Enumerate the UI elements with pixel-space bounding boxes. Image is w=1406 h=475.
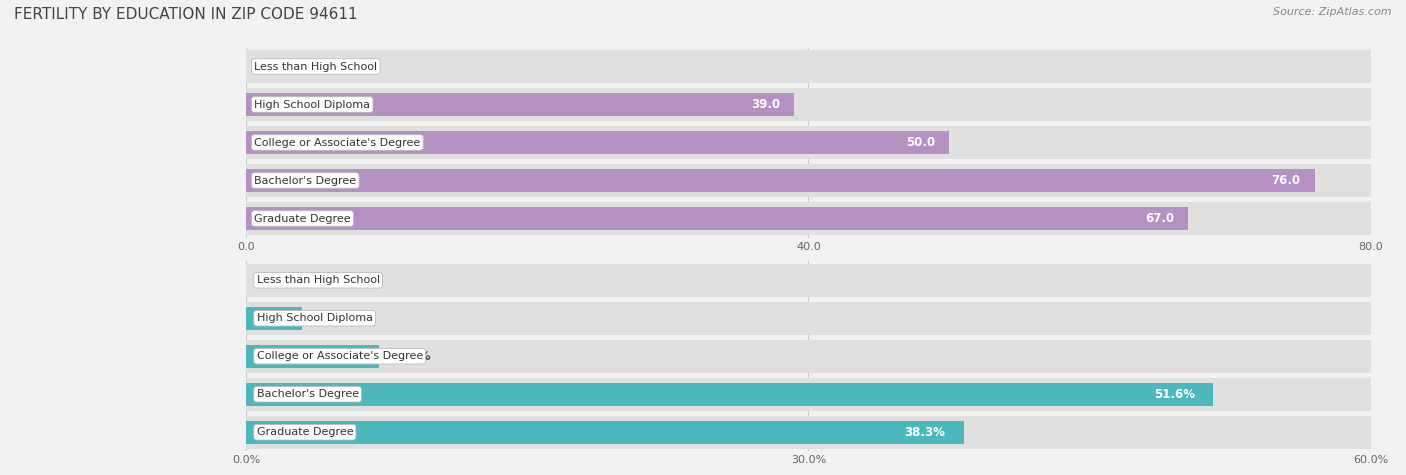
- Text: 3.0%: 3.0%: [321, 312, 354, 325]
- Text: Less than High School: Less than High School: [254, 61, 377, 72]
- Bar: [246, 383, 1213, 406]
- Bar: [246, 126, 1371, 159]
- Bar: [246, 421, 965, 444]
- Text: 7.1%: 7.1%: [398, 350, 430, 363]
- Text: 0.0: 0.0: [260, 60, 281, 73]
- Bar: [246, 164, 1371, 197]
- Text: FERTILITY BY EDUCATION IN ZIP CODE 94611: FERTILITY BY EDUCATION IN ZIP CODE 94611: [14, 7, 357, 22]
- Bar: [246, 340, 1371, 373]
- Text: Less than High School: Less than High School: [256, 275, 380, 285]
- Text: Bachelor's Degree: Bachelor's Degree: [254, 175, 356, 186]
- Text: High School Diploma: High School Diploma: [254, 99, 370, 110]
- Text: 39.0: 39.0: [751, 98, 780, 111]
- Text: 51.6%: 51.6%: [1154, 388, 1195, 401]
- Bar: [246, 207, 1188, 230]
- Text: Graduate Degree: Graduate Degree: [256, 427, 353, 437]
- Bar: [246, 416, 1371, 449]
- Bar: [246, 264, 1371, 297]
- Bar: [246, 378, 1371, 411]
- Bar: [246, 93, 794, 116]
- Text: Graduate Degree: Graduate Degree: [254, 213, 352, 224]
- Text: Source: ZipAtlas.com: Source: ZipAtlas.com: [1274, 7, 1392, 17]
- Text: 38.3%: 38.3%: [904, 426, 945, 439]
- Text: 76.0: 76.0: [1271, 174, 1301, 187]
- Text: 0.0%: 0.0%: [264, 274, 298, 287]
- Text: College or Associate's Degree: College or Associate's Degree: [256, 351, 423, 361]
- Text: College or Associate's Degree: College or Associate's Degree: [254, 137, 420, 148]
- Bar: [246, 169, 1315, 192]
- Bar: [246, 88, 1371, 121]
- Text: High School Diploma: High School Diploma: [256, 313, 373, 323]
- Bar: [246, 202, 1371, 235]
- Bar: [246, 307, 302, 330]
- Bar: [246, 345, 380, 368]
- Text: Bachelor's Degree: Bachelor's Degree: [256, 389, 359, 399]
- Bar: [246, 131, 949, 154]
- Bar: [246, 302, 1371, 335]
- Text: 67.0: 67.0: [1144, 212, 1174, 225]
- Text: 50.0: 50.0: [905, 136, 935, 149]
- Bar: [246, 50, 1371, 83]
